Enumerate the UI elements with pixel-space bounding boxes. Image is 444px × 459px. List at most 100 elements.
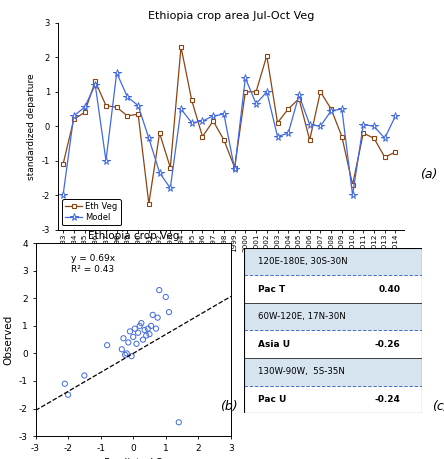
Line: Eth Veg: Eth Veg [61,45,398,206]
Model [285,130,291,136]
Bar [244,330,422,358]
Eth Veg [221,137,226,143]
Point [118,346,125,353]
Point [128,353,135,360]
Point [156,286,163,294]
Point [147,322,155,330]
Eth Veg [393,149,398,155]
Point [125,339,132,346]
Eth Veg [146,201,151,207]
Model [350,192,355,198]
Text: 130W-90W,  5S-35N: 130W-90W, 5S-35N [258,367,345,376]
Model [135,103,141,108]
Eth Veg [135,112,141,117]
Bar [244,386,422,413]
Point [138,319,145,327]
Point [61,380,68,387]
Model [329,108,334,113]
Point [131,325,139,332]
Eth Veg [329,106,334,112]
Y-axis label: standardized departure: standardized departure [27,73,36,179]
Point [135,329,142,336]
Text: 60W-120E, 17N-30N: 60W-120E, 17N-30N [258,312,346,321]
Model [393,113,398,119]
Eth Veg [114,105,119,110]
Point [103,341,111,349]
Point [162,293,169,301]
Eth Veg [200,134,205,140]
Text: y = 0.69x
R² = 0.43: y = 0.69x R² = 0.43 [71,254,115,274]
Model [296,92,301,98]
Eth Veg [125,113,130,119]
Eth Veg [382,154,388,160]
Point [120,335,127,342]
Eth Veg [243,89,248,95]
Eth Veg [232,165,237,170]
Text: 0.40: 0.40 [378,285,400,294]
Eth Veg [189,98,194,103]
Model [103,158,109,163]
Legend: Eth Veg, Model: Eth Veg, Model [62,199,121,225]
Model [157,170,162,175]
Point [149,311,156,319]
Eth Veg [168,165,173,170]
Model [232,167,237,172]
Model [339,106,345,112]
Point [122,351,129,358]
Model [210,113,216,119]
Point [152,325,159,332]
Text: -0.24: -0.24 [375,395,400,404]
Text: -0.26: -0.26 [375,340,400,349]
Model [114,70,119,76]
Model [168,185,173,191]
Model [200,118,205,124]
Model [243,75,248,81]
Text: Asia U: Asia U [258,340,290,349]
Text: Pac U: Pac U [258,395,287,404]
Model [264,89,270,95]
Eth Veg [264,53,270,58]
Bar [244,358,422,386]
Point [141,326,148,334]
Eth Veg [254,89,259,95]
Eth Veg [296,96,301,101]
Eth Veg [103,103,109,108]
Title: Ethiopia crop Veg: Ethiopia crop Veg [87,231,179,241]
Eth Veg [339,134,345,140]
Text: (b): (b) [220,400,238,413]
Model [125,94,130,100]
Eth Veg [93,79,98,84]
Model [307,122,312,127]
Text: (a): (a) [420,168,437,181]
Line: Model: Model [59,69,399,199]
Model [71,113,76,119]
Model [93,82,98,88]
Text: 120E-180E, 30S-30N: 120E-180E, 30S-30N [258,257,348,266]
Model [254,101,259,106]
Point [143,332,150,339]
Model [189,120,194,125]
Model [221,112,226,117]
Model [382,135,388,141]
Model [178,106,184,112]
Point [146,330,153,338]
Text: Pac T: Pac T [258,285,285,294]
Text: (c): (c) [432,400,444,413]
Title: Ethiopia crop area Jul-Oct Veg: Ethiopia crop area Jul-Oct Veg [148,11,314,21]
Point [64,391,71,398]
Model [146,135,151,141]
Eth Veg [60,162,66,167]
X-axis label: Predicted 3: Predicted 3 [104,458,163,459]
Point [144,325,151,332]
Point [127,328,134,335]
Point [123,350,130,357]
Point [130,333,137,341]
Eth Veg [350,182,355,187]
Eth Veg [178,45,184,50]
Eth Veg [285,106,291,112]
Eth Veg [71,117,76,122]
Eth Veg [82,110,87,115]
Point [136,322,143,330]
Bar [244,303,422,330]
Model [82,105,87,110]
